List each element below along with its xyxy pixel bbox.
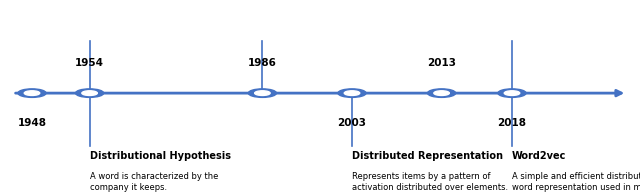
Circle shape	[255, 91, 270, 95]
Circle shape	[434, 91, 449, 95]
Text: 2018: 2018	[497, 118, 527, 128]
Text: 1986: 1986	[248, 58, 277, 68]
Text: 1948: 1948	[17, 118, 47, 128]
Text: 1954: 1954	[75, 58, 104, 68]
Circle shape	[498, 89, 526, 97]
Circle shape	[18, 89, 46, 97]
Text: A simple and efficient distributed
word representation used in many
NLP models.: A simple and efficient distributed word …	[512, 172, 640, 194]
Text: 2003: 2003	[337, 118, 367, 128]
Circle shape	[344, 91, 360, 95]
Text: Word2vec: Word2vec	[512, 151, 566, 161]
Text: Distributed Representation: Distributed Representation	[352, 151, 503, 161]
Circle shape	[24, 91, 40, 95]
Circle shape	[248, 89, 276, 97]
Text: 2013: 2013	[427, 58, 456, 68]
Circle shape	[338, 89, 366, 97]
Circle shape	[428, 89, 456, 97]
Circle shape	[76, 89, 104, 97]
Text: Represents items by a pattern of
activation distributed over elements.: Represents items by a pattern of activat…	[352, 172, 508, 192]
Circle shape	[82, 91, 97, 95]
Text: A word is characterized by the
company it keeps.: A word is characterized by the company i…	[90, 172, 218, 192]
Text: Distributional Hypothesis: Distributional Hypothesis	[90, 151, 230, 161]
Circle shape	[504, 91, 520, 95]
